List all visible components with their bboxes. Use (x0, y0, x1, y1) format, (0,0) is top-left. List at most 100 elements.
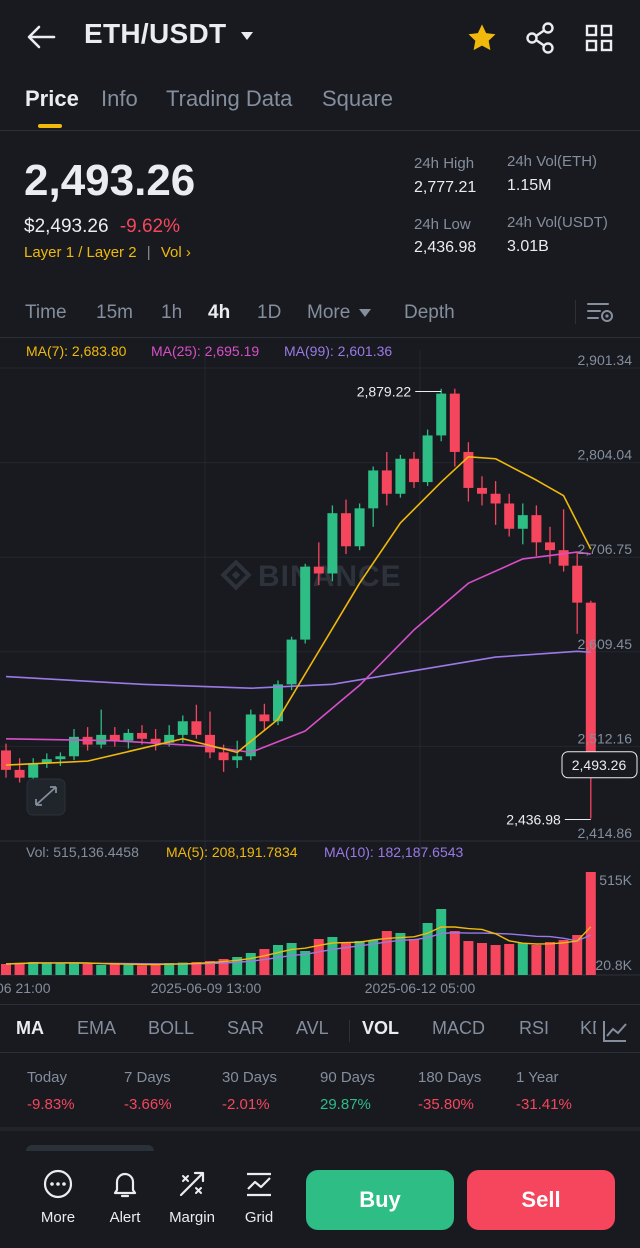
time-axis-label: 2025-06-12 05:00 (365, 980, 476, 996)
candle-body (558, 550, 569, 566)
candle-body (313, 566, 324, 574)
volume-bar (327, 937, 338, 975)
performance-value: -2.01% (222, 1096, 270, 1113)
tab-info[interactable]: Info (101, 86, 138, 111)
section-divider (0, 1127, 640, 1131)
candle-body (545, 542, 555, 551)
volume-bar (477, 943, 487, 975)
alert-button[interactable]: Alert (93, 1168, 157, 1226)
interval-bar: Time 15m 1h 4h 1D More Depth (0, 296, 640, 332)
vol-ma10-legend: MA(10): 182,187.6543 (324, 844, 464, 860)
candle-body (490, 493, 501, 504)
indicator-macd[interactable]: MACD (432, 1018, 485, 1038)
volume-bar (409, 939, 419, 975)
margin-icon (179, 1171, 205, 1197)
volume-bar (585, 872, 596, 975)
performance-label: Today (27, 1069, 68, 1086)
candle-body (191, 721, 202, 735)
indicator-ema[interactable]: EMA (77, 1018, 117, 1038)
indicator-vol[interactable]: VOL (362, 1018, 400, 1038)
interval-15m[interactable]: 15m (96, 302, 133, 323)
star-icon[interactable] (466, 22, 498, 54)
ma25-line (5, 551, 591, 754)
candle-body (436, 393, 447, 436)
volume-bar (504, 944, 515, 975)
indicator-rsi[interactable]: RSI (519, 1018, 550, 1038)
volume-bar (354, 941, 365, 975)
interval-time[interactable]: Time (25, 302, 67, 323)
volume-bar (545, 942, 555, 975)
margin-button[interactable]: Margin (160, 1168, 224, 1226)
volume-bar (531, 945, 542, 975)
candle-body (218, 752, 229, 761)
price-axis-label: 2,512.16 (578, 730, 633, 746)
share-icon[interactable] (525, 22, 555, 54)
candle-body (381, 470, 392, 494)
indicator-sar[interactable]: SAR (227, 1018, 265, 1038)
indicator-settings-icon[interactable] (601, 1018, 629, 1044)
volume-bar (177, 962, 188, 975)
volume-bar (41, 962, 52, 975)
chevron-right-icon[interactable]: › (185, 244, 191, 261)
indicator-ma[interactable]: MA (16, 1018, 44, 1038)
interval-4h[interactable]: 4h (208, 302, 231, 323)
candle-body (531, 515, 542, 543)
volume-bar (259, 949, 270, 975)
indicator-avl[interactable]: AVL (296, 1018, 329, 1038)
volume-bar (55, 963, 66, 975)
candle-body (150, 738, 161, 743)
sell-button[interactable]: Sell (467, 1170, 615, 1230)
interval-depth[interactable]: Depth (404, 302, 455, 323)
top-tabs: Price Info Trading Data Square (0, 82, 640, 132)
tab-trading-data[interactable]: Trading Data (166, 86, 293, 111)
candle-body (572, 565, 583, 603)
divider (0, 337, 640, 338)
tab-price[interactable]: Price (25, 86, 79, 111)
pair-title[interactable]: ETH/USDT (84, 18, 226, 50)
chevron-down-icon[interactable] (240, 31, 254, 41)
performance-value: -3.66% (124, 1096, 172, 1113)
grid-button[interactable]: Grid (227, 1168, 291, 1226)
buy-button[interactable]: Buy (306, 1170, 454, 1230)
price-axis-label: 2,609.45 (578, 636, 633, 652)
time-axis-label: 2025-06-09 13:00 (151, 980, 262, 996)
interval-1d[interactable]: 1D (257, 302, 282, 323)
volume-bar (286, 943, 297, 975)
pair-name: ETH/USDT (84, 18, 227, 49)
price-change: -9.62% (119, 216, 181, 237)
more-button[interactable]: More (26, 1168, 90, 1226)
candle-body (286, 639, 297, 685)
volume-bar (137, 965, 147, 975)
tag-vol[interactable]: Vol (160, 244, 182, 261)
volume-bar (490, 945, 501, 975)
back-arrow-icon[interactable] (26, 24, 56, 50)
margin-label: Margin (169, 1209, 215, 1226)
chart-settings-icon[interactable] (586, 300, 614, 326)
grid-label: Grid (244, 1209, 274, 1226)
performance-value: -9.83% (27, 1096, 75, 1113)
price-axis-label: 2,901.34 (578, 352, 633, 368)
ma7-legend: MA(7): 2,683.80 (26, 343, 127, 359)
high-value: 2,777.21 (414, 179, 477, 196)
tab-square[interactable]: Square (322, 86, 393, 111)
divider (0, 1004, 640, 1005)
candle-body (449, 393, 460, 452)
chart-grid (0, 350, 640, 976)
volume-bar (164, 963, 175, 975)
more-label: More (40, 1209, 76, 1226)
volume-bar (422, 923, 433, 975)
interval-more[interactable]: More (307, 302, 351, 323)
indicator-boll[interactable]: BOLL (148, 1018, 195, 1038)
interval-1h[interactable]: 1h (161, 302, 183, 323)
tag-layer[interactable]: Layer 1 / Layer 2 (24, 244, 137, 261)
performance-value: -35.80% (418, 1096, 474, 1113)
candle-body (14, 769, 25, 778)
more-dropdown-icon[interactable] (359, 309, 371, 317)
alert-label: Alert (109, 1209, 141, 1226)
volume-bar (572, 935, 583, 975)
candlestick-chart[interactable]: BINANCE 2,901.34 2,804.04 2,706.75 2,609.45… (0, 350, 640, 1000)
grid-layout-icon[interactable] (585, 24, 613, 52)
low-label: 24h Low (414, 216, 471, 233)
expand-icon (26, 778, 66, 816)
volume-bar (191, 962, 202, 975)
